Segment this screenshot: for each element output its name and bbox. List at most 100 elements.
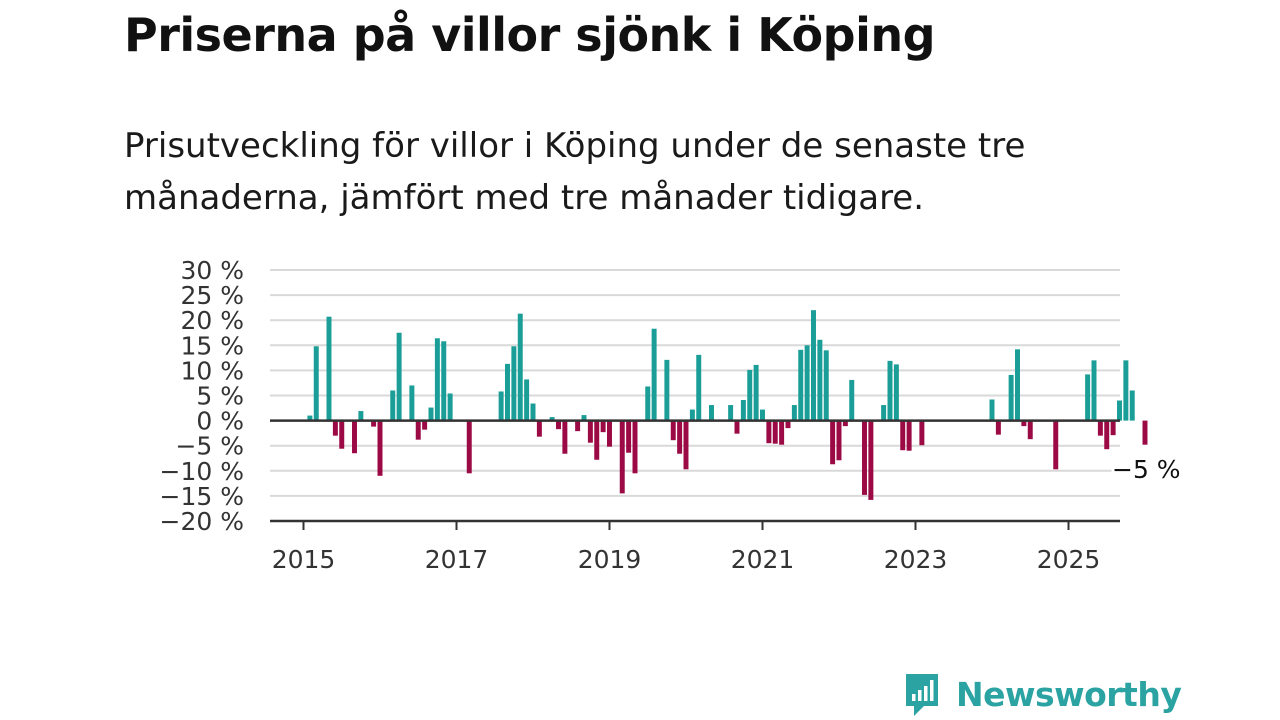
bar-negative	[906, 420, 912, 451]
bar-negative	[377, 420, 383, 476]
bar-positive	[1015, 349, 1020, 421]
bar-positive	[989, 399, 995, 421]
bar-negative	[995, 420, 1001, 435]
bar-negative	[677, 420, 683, 454]
bar-positive	[1008, 374, 1014, 421]
bar-negative	[466, 420, 472, 474]
axes	[270, 419, 1120, 530]
bar-positive	[740, 400, 746, 421]
bar-positive	[1129, 390, 1135, 421]
bar-positive	[313, 346, 319, 421]
bar-negative	[734, 420, 740, 434]
bar-negative	[594, 420, 600, 460]
bar-positive	[887, 360, 893, 421]
bar-positive	[1117, 400, 1122, 421]
bar-negative	[422, 420, 428, 430]
bar-negative	[619, 420, 625, 494]
bar-negative	[415, 420, 421, 440]
bar-negative	[779, 420, 785, 445]
bar-positive	[498, 391, 504, 421]
bar-positive	[696, 354, 702, 421]
bar-negative	[670, 420, 676, 441]
bar-positive	[804, 345, 810, 421]
bar-negative	[587, 420, 593, 443]
x-tick-label: 2023	[884, 545, 948, 574]
brand-name: Newsworthy	[956, 674, 1182, 714]
bar-positive	[396, 332, 402, 421]
y-tick-label: 25 %	[180, 281, 244, 310]
bar-positive	[1085, 374, 1091, 421]
bar-positive	[811, 310, 816, 421]
bar-positive	[760, 409, 765, 421]
y-tick-label: 10 %	[180, 356, 244, 385]
bar-positive	[505, 363, 510, 421]
bar-negative	[632, 420, 638, 474]
bar-positive	[517, 313, 523, 421]
bar-positive	[689, 409, 695, 421]
bar-negative	[842, 420, 848, 427]
bar-positive	[817, 339, 823, 421]
y-tick-label: −20 %	[160, 507, 244, 536]
bar-positive	[747, 369, 753, 421]
bar-positive	[358, 411, 364, 421]
bar-positive	[881, 405, 887, 421]
latest-value-annotation: −5 %	[1112, 455, 1181, 484]
bar-positive	[549, 417, 555, 421]
y-tick-label: 15 %	[180, 331, 244, 360]
bar-negative	[1104, 420, 1110, 450]
bar-positive	[823, 350, 829, 421]
bar-negative	[607, 420, 612, 447]
bar-positive	[645, 386, 651, 421]
x-tick-label: 2025	[1037, 545, 1101, 574]
bar-positive	[409, 385, 415, 421]
bar-positive	[798, 349, 804, 421]
bar-negative	[772, 420, 778, 444]
x-tick-label: 2019	[578, 545, 642, 574]
bar-negative	[352, 420, 357, 454]
bar-positive	[581, 415, 587, 421]
chart-title: Priserna på villor sjönk i Köping	[124, 8, 936, 62]
bar-negative	[371, 420, 377, 427]
y-tick-label: 5 %	[196, 382, 244, 411]
bar-positive	[524, 379, 530, 421]
bar-positive	[893, 364, 899, 421]
bar-positive	[709, 405, 714, 421]
bar-negative	[919, 420, 925, 446]
bar-positive	[753, 364, 759, 421]
bar-positive	[326, 316, 332, 421]
bar-positive	[511, 346, 517, 421]
x-tick-label: 2017	[425, 545, 489, 574]
bar-negative	[900, 420, 906, 451]
bar-positive	[441, 341, 447, 421]
bar-positive	[428, 407, 434, 421]
bar-negative	[332, 420, 338, 436]
x-tick-label: 2015	[272, 545, 336, 574]
bar-positive	[1123, 360, 1129, 421]
bar-negative	[766, 420, 772, 444]
bar-positive	[791, 405, 797, 421]
bar-positive	[307, 415, 313, 421]
bar-negative	[575, 420, 581, 432]
bar-positive	[1091, 360, 1097, 421]
bar-positive	[434, 338, 440, 421]
newsworthy-logo: Newsworthy	[902, 670, 1182, 718]
x-tick-label: 2021	[731, 545, 795, 574]
bar-positive	[728, 405, 734, 421]
bar-negative	[785, 420, 791, 429]
y-tick-label: −10 %	[160, 457, 244, 486]
y-tick-label: −15 %	[160, 482, 244, 511]
y-tick-label: 0 %	[196, 407, 244, 436]
bar-chart-bubble-icon	[906, 674, 938, 716]
bar-negative	[830, 420, 836, 465]
bar-negative	[683, 420, 689, 470]
bar-negative	[1110, 420, 1116, 436]
chart-subtitle: Prisutveckling för villor i Köping under…	[124, 126, 1026, 218]
bar-positive	[390, 390, 396, 421]
bar-negative	[868, 420, 874, 500]
bar-negative	[1053, 420, 1059, 470]
bar-negative	[626, 420, 632, 453]
bar-positive	[664, 359, 670, 421]
y-tick-label: 30 %	[180, 256, 244, 285]
bar-positive	[447, 393, 453, 421]
